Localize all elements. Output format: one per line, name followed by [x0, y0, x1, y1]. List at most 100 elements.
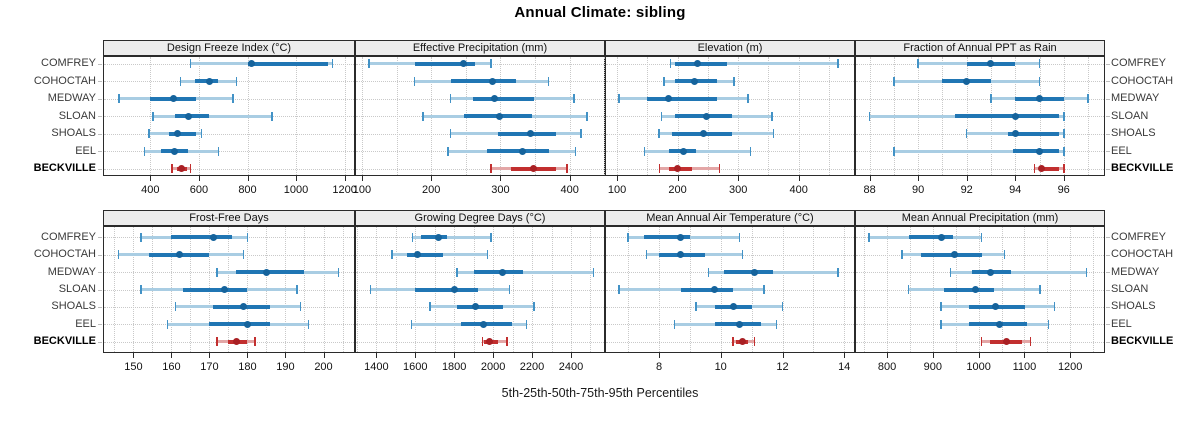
- median-dot: [996, 320, 1004, 328]
- x-tick-label: 1400: [364, 361, 389, 373]
- iqr-segment-25-75: [247, 61, 328, 66]
- x-tick-label: 8: [655, 361, 663, 373]
- site-label-right: EEL: [1111, 317, 1132, 330]
- whisker-cap-5th: [940, 319, 942, 329]
- median-dot: [703, 112, 711, 120]
- whisker-cap-5th: [707, 267, 710, 277]
- iqr-segment-25-75: [236, 270, 305, 275]
- whisker-cap-95th: [296, 285, 298, 294]
- percentile-band-5-95: [950, 270, 1087, 274]
- median-dot: [450, 286, 458, 293]
- whisker-cap-5th: [490, 164, 492, 173]
- site-label-left: COMFREY: [41, 57, 96, 69]
- panel-strip: Fraction of Annual PPT as Rain: [855, 40, 1105, 56]
- iqr-segment-25-75: [406, 252, 443, 257]
- whisker-cap-5th: [893, 76, 895, 86]
- y-tick-mark: [1106, 116, 1110, 117]
- x-tick-mark: [150, 176, 152, 181]
- median-dot: [489, 77, 497, 85]
- whisker-cap-5th: [643, 146, 646, 156]
- x-tick-label: 1000: [966, 361, 991, 373]
- whisker-cap-95th: [490, 232, 492, 242]
- site-label-right: BECKVILLE: [1111, 335, 1174, 348]
- iqr-segment-25-75: [171, 235, 233, 240]
- whisker-cap-5th: [660, 111, 662, 121]
- median-dot: [519, 147, 527, 155]
- y-tick-mark: [98, 63, 102, 65]
- whisker-cap-5th: [901, 250, 903, 260]
- y-tick-mark: [1106, 168, 1110, 170]
- whisker-cap-95th: [1063, 129, 1065, 138]
- median-dot: [971, 286, 979, 293]
- median-dot: [485, 338, 493, 346]
- row-gridline: [356, 168, 604, 170]
- x-tick-mark: [247, 353, 249, 358]
- whisker-cap-95th: [533, 302, 535, 312]
- whisker-cap-5th: [949, 267, 951, 277]
- y-tick-mark: [98, 133, 102, 135]
- whisker-cap-95th: [508, 285, 511, 294]
- x-tick-label: 200: [668, 184, 687, 196]
- x-tick-mark: [1024, 353, 1026, 358]
- whisker-cap-5th: [1033, 164, 1036, 173]
- iqr-segment-25-75: [209, 322, 271, 327]
- x-tick-mark: [376, 353, 378, 358]
- whisker-cap-5th: [118, 94, 120, 103]
- y-tick-mark: [1106, 81, 1110, 82]
- whisker-cap-95th: [490, 59, 492, 68]
- whisker-cap-5th: [148, 129, 150, 138]
- whisker-cap-5th: [449, 94, 452, 103]
- median-dot: [221, 286, 229, 293]
- median-dot: [1036, 95, 1043, 102]
- x-tick-label: 400: [789, 184, 808, 196]
- x-tick-mark: [720, 353, 722, 358]
- x-gridline: [604, 57, 606, 175]
- whisker-cap-5th: [413, 76, 416, 86]
- percentile-band-5-95: [670, 62, 839, 65]
- median-dot: [677, 251, 685, 259]
- site-label-left: SLOAN: [58, 109, 96, 122]
- whisker-cap-95th: [1063, 111, 1065, 121]
- median-dot: [1002, 338, 1010, 346]
- whisker-cap-95th: [775, 319, 777, 329]
- site-label-right: COHOCTAH: [1111, 248, 1174, 261]
- site-label-left: COHOCTAH: [33, 74, 96, 87]
- panel-strip-title: Elevation (m): [697, 42, 763, 54]
- iqr-segment-25-75: [182, 287, 248, 292]
- whisker-cap-95th: [254, 337, 256, 347]
- x-tick-mark: [500, 176, 502, 181]
- x-tick-label: 1100: [1012, 361, 1037, 373]
- row-gridline: [104, 168, 354, 170]
- whisker-cap-95th: [592, 267, 595, 277]
- median-dot: [499, 268, 507, 276]
- whisker-cap-5th: [140, 285, 142, 294]
- x-tick-mark: [454, 353, 456, 358]
- panel-strip: Effective Precipitation (mm): [355, 40, 605, 56]
- whisker-cap-5th: [143, 146, 145, 156]
- x-tick-mark: [677, 176, 679, 181]
- x-tick-mark: [323, 353, 325, 358]
- median-dot: [1036, 147, 1043, 155]
- site-label-right: MEDWAY: [1111, 265, 1160, 278]
- whisker-cap-95th: [547, 76, 549, 86]
- whisker-cap-5th: [117, 250, 119, 260]
- x-tick-mark: [978, 353, 980, 358]
- median-dot: [986, 268, 994, 276]
- median-dot: [247, 60, 255, 67]
- x-tick-label: 180: [238, 361, 257, 373]
- y-tick-mark: [1106, 289, 1110, 291]
- median-dot: [1038, 165, 1046, 172]
- site-label-left: MEDWAY: [47, 92, 96, 104]
- site-label-right: COMFREY: [1111, 57, 1166, 69]
- whisker-cap-5th: [449, 129, 452, 138]
- whisker-cap-95th: [1038, 59, 1041, 68]
- panel-strip: Frost-Free Days: [103, 210, 355, 226]
- y-tick-mark: [98, 168, 102, 170]
- whisker-cap-95th: [1085, 267, 1088, 277]
- x-tick-label: 800: [877, 361, 897, 373]
- whisker-cap-95th: [741, 250, 744, 260]
- whisker-cap-5th: [618, 94, 620, 103]
- x-tick-label: 300: [491, 184, 510, 196]
- row-gridline: [856, 341, 1104, 343]
- x-tick-label: 96: [1057, 184, 1070, 196]
